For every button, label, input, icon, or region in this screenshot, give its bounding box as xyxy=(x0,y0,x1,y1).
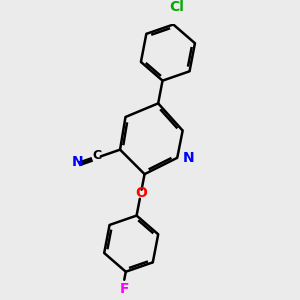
Text: O: O xyxy=(135,186,147,200)
Text: N: N xyxy=(183,151,194,165)
Text: C: C xyxy=(92,149,101,162)
Text: F: F xyxy=(119,283,129,296)
Text: N: N xyxy=(72,155,83,169)
Text: Cl: Cl xyxy=(169,0,184,14)
